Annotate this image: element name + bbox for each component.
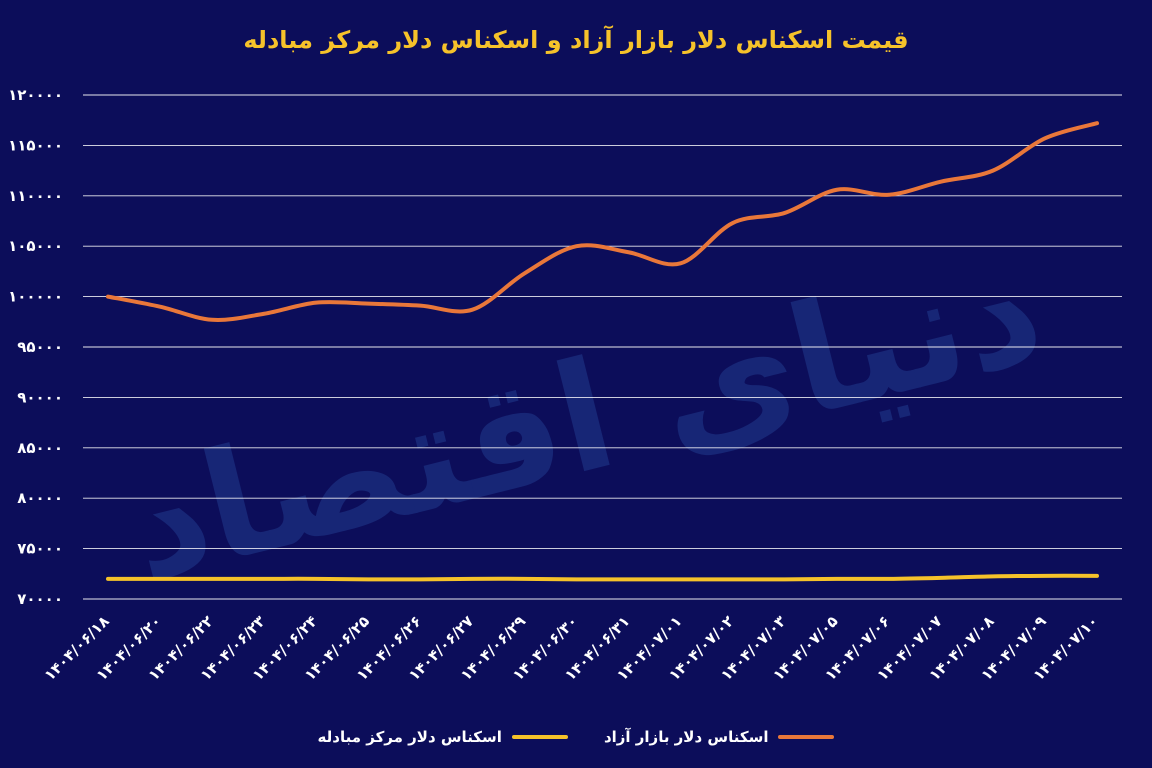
y-tick-label: ۹۵۰۰۰ <box>17 338 63 356</box>
y-tick-label: ۱۰۰۰۰۰ <box>8 288 63 306</box>
legend-label-free-market: اسکناس دلار بازار آزاد <box>603 728 769 746</box>
gridlines <box>83 94 1122 600</box>
y-tick-label: ۱۱۰۰۰۰ <box>8 187 63 205</box>
legend-swatch-free-market <box>778 735 835 739</box>
y-tick-label: ۸۰۰۰۰ <box>17 489 63 507</box>
y-tick-label: ۱۱۵۰۰۰ <box>8 136 63 154</box>
legend: اسکناس دلار بازار آزاد اسکناس دلار مرکز … <box>0 728 1152 746</box>
legend-item-free-market: اسکناس دلار بازار آزاد <box>604 728 835 746</box>
chart-title: قیمت اسکناس دلار بازار آزاد و اسکناس دلا… <box>243 26 909 54</box>
legend-swatch-exchange-center <box>511 735 568 739</box>
y-tick-label: ۷۵۰۰۰ <box>17 540 63 558</box>
legend-label-exchange-center: اسکناس دلار مرکز مبادله <box>317 728 502 746</box>
series-line-free-market <box>106 121 1099 322</box>
watermark-text: دنیای اقتصاد <box>111 221 1058 615</box>
series-lines <box>106 121 1099 582</box>
y-tick-label: ۱۰۵۰۰۰ <box>8 237 63 255</box>
x-axis-ticks: ۱۴۰۴/۰۶/۱۸۱۴۰۴/۰۶/۲۰۱۴۰۴/۰۶/۲۲۱۴۰۴/۰۶/۲۳… <box>41 612 1102 684</box>
y-tick-label: ۷۰۰۰۰ <box>17 590 63 608</box>
y-axis-ticks: ۱۲۰۰۰۰ ۱۱۵۰۰۰ ۱۱۰۰۰۰ ۱۰۵۰۰۰ ۱۰۰۰۰۰ ۹۵۰۰۰ ۹۰۰۰۰… <box>8 86 63 608</box>
series-line-exchange-center <box>106 573 1099 582</box>
y-tick-label: ۸۵۰۰۰ <box>17 439 63 457</box>
legend-item-exchange-center: اسکناس دلار مرکز مبادله <box>318 728 568 746</box>
y-tick-label: ۱۲۰۰۰۰ <box>8 86 63 104</box>
y-tick-label: ۹۰۰۰۰ <box>17 388 63 406</box>
